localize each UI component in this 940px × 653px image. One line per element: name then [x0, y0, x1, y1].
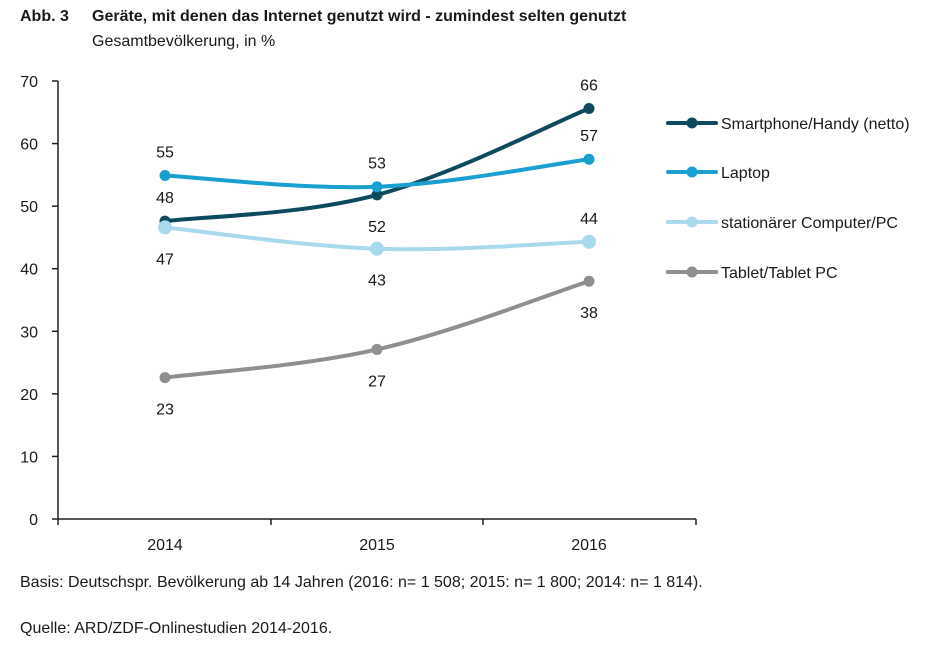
data-label-laptop: 55 — [156, 144, 174, 161]
legend-marker-station-rer-computer-pc — [686, 216, 698, 228]
data-label-laptop: 53 — [368, 156, 386, 173]
data-point-laptop — [159, 169, 171, 181]
data-label-tablet-tablet-pc: 23 — [156, 402, 174, 419]
data-point-station-rer-computer-pc — [582, 234, 596, 249]
data-label-laptop: 57 — [580, 128, 598, 145]
data-point-tablet-tablet-pc — [159, 372, 171, 384]
series-lines — [158, 103, 596, 384]
y-tick-label: 20 — [20, 387, 38, 404]
legend-marker-tablet-tablet-pc — [686, 266, 698, 278]
basis-note: Basis: Deutschspr. Bevölkerung ab 14 Jah… — [20, 574, 703, 591]
x-tick-label: 2014 — [147, 537, 183, 554]
y-tick-label: 70 — [20, 74, 38, 91]
y-tick-label: 0 — [29, 512, 38, 529]
data-point-smartphone-handy-netto — [371, 189, 383, 201]
data-label-station-rer-computer-pc: 43 — [368, 273, 386, 290]
legend-label-smartphone-handy-netto: Smartphone/Handy (netto) — [721, 116, 910, 133]
legend-label-station-rer-computer-pc: stationärer Computer/PC — [721, 215, 898, 232]
line-chart: 0 10 20 30 40 50 60 70 2014 2015 2016 48 52 66 55 53 57… — [20, 74, 910, 554]
legend-marker-smartphone-handy-netto — [686, 117, 698, 129]
figure-label: Abb. 3 — [20, 8, 69, 25]
data-label-smartphone-handy-netto: 48 — [156, 190, 174, 207]
data-label-tablet-tablet-pc: 38 — [580, 305, 598, 322]
y-tick-label: 40 — [20, 262, 38, 279]
y-tick-label: 60 — [20, 137, 38, 154]
y-tick-label: 50 — [20, 199, 38, 216]
chart-title: Geräte, mit denen das Internet genutzt w… — [92, 8, 627, 25]
data-label-tablet-tablet-pc: 27 — [368, 373, 386, 390]
data-label-smartphone-handy-netto: 52 — [368, 219, 386, 236]
chart-legend: Smartphone/Handy (netto) Laptop stationäre… — [666, 116, 910, 282]
chart-axes: 0 10 20 30 40 50 60 70 2014 2015 2016 — [20, 74, 697, 554]
legend-label-tablet-tablet-pc: Tablet/Tablet PC — [721, 265, 838, 282]
data-point-laptop — [583, 153, 595, 165]
chart-subtitle: Gesamtbevölkerung, in % — [92, 33, 276, 50]
data-label-smartphone-handy-netto: 66 — [580, 78, 598, 95]
data-point-station-rer-computer-pc — [370, 241, 384, 256]
x-tick-label: 2016 — [571, 537, 607, 554]
data-point-tablet-tablet-pc — [583, 275, 595, 287]
series-data-labels: 48 52 66 55 53 57 47 43 44 23 27 38 — [156, 78, 598, 419]
y-tick-label: 10 — [20, 449, 38, 466]
x-tick-label: 2015 — [359, 537, 395, 554]
legend-marker-laptop — [686, 166, 698, 178]
source-note: Quelle: ARD/ZDF-Onlinestudien 2014-2016. — [20, 620, 333, 637]
y-tick-label: 30 — [20, 324, 38, 341]
data-label-station-rer-computer-pc: 44 — [580, 211, 598, 228]
data-point-tablet-tablet-pc — [371, 343, 383, 355]
series-line-tablet-tablet-pc — [163, 279, 591, 380]
data-label-station-rer-computer-pc: 47 — [156, 251, 174, 268]
legend-label-laptop: Laptop — [721, 165, 770, 182]
data-point-station-rer-computer-pc — [158, 220, 172, 235]
data-point-laptop — [371, 181, 383, 193]
data-point-smartphone-handy-netto — [583, 103, 595, 115]
